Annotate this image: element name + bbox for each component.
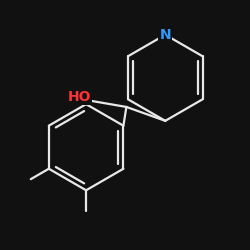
Text: HO: HO bbox=[68, 90, 91, 104]
Text: N: N bbox=[160, 28, 171, 42]
